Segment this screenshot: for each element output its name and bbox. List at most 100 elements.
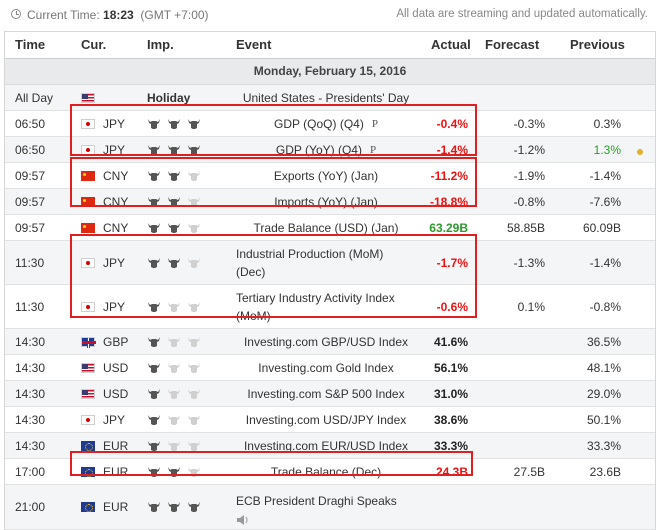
event-title[interactable]: GDP (QoQ) (Q4) [274,116,364,131]
previous-value: 23.6B [589,464,621,479]
bull-icon [167,170,181,182]
event-name[interactable]: United States - Presidents' Day [236,85,416,110]
event-title[interactable]: ECB President Draghi Speaks [236,494,397,508]
table-row[interactable]: 14:30 EUR Investing.com EUR/USD Index 33.3%… [5,433,655,459]
preliminary-tag: P [371,117,378,130]
table-row[interactable]: 11:30 JPY Tertiary Industry Activity Index… [5,285,655,329]
actual-value: -0.4% [436,116,468,131]
currency: JPY [103,116,126,131]
previous-value: 50.1% [586,412,621,427]
flag-cn-icon [81,189,95,214]
table-row[interactable]: All Day Holiday United States - Presidents… [5,85,655,111]
event-time: All Day [15,90,54,105]
event-title[interactable]: Imports (YoY) (Jan) [274,194,378,209]
bull-icon [167,336,181,348]
actual-value: -18.8% [429,194,468,209]
table-row[interactable]: 21:00 EUR ECB President Draghi Speaks [5,485,655,530]
flag-jp-icon [81,407,95,432]
table-row[interactable]: 14:30 USD Investing.com S&P 500 Index 31.0%… [5,381,655,407]
table-row[interactable]: 14:30 JPY Investing.com USD/JPY Index 38.6%… [5,407,655,433]
current-time: Current Time: 18:23 (GMT +7:00) [27,8,209,22]
event-name[interactable]: Tertiary Industry Activity Index (MoM) [236,285,416,328]
bull-icon [187,196,201,208]
event-title[interactable]: Trade Balance (Dec) [270,464,382,479]
col-previous[interactable]: Previous [570,37,625,52]
col-actual[interactable]: Actual [431,37,471,52]
table-row[interactable]: 17:00 EUR Trade Balance (Dec) 24.3B 27.5B 23.… [5,459,655,485]
event-title[interactable]: Tertiary Industry Activity Index (MoM) [236,290,395,323]
event-name[interactable]: Investing.com Gold Index [236,355,416,380]
event-title[interactable]: United States - Presidents' Day [242,90,410,105]
importance-bulls [147,111,207,136]
event-name[interactable]: GDP (QoQ) (Q4) P [236,111,416,136]
event-time: 14:30 [15,334,46,349]
col-currency[interactable]: Cur. [81,37,107,52]
event-name[interactable]: ECB President Draghi Speaks [236,485,416,529]
table-row[interactable]: 09:57 CNY Exports (YoY) (Jan) -11.2% -1.9% -1… [5,163,655,189]
table-row[interactable]: 11:30 JPY Industrial Production (MoM) (Dec… [5,241,655,285]
currency: USD [103,386,129,401]
col-time[interactable]: Time [15,37,46,52]
event-name[interactable]: Investing.com EUR/USD Index [236,433,416,458]
table-row[interactable]: 09:57 CNY Trade Balance (USD) (Jan) 63.29B 5… [5,215,655,241]
event-name[interactable]: Trade Balance (Dec) [236,459,416,484]
currency: GBP [103,334,129,349]
actual-value: 63.29B [429,220,468,235]
event-name[interactable]: Imports (YoY) (Jan) [236,189,416,214]
currency: JPY [103,412,126,427]
table-row[interactable]: 14:30 GBP Investing.com GBP/USD Index 41.6%… [5,329,655,355]
table-row[interactable]: 09:57 CNY Imports (YoY) (Jan) -18.8% -0.8% -7… [5,189,655,215]
col-forecast[interactable]: Forecast [485,37,540,52]
event-title[interactable]: Investing.com USD/JPY Index [245,412,407,427]
flag-jp-icon [81,285,95,328]
currency: EUR [103,500,129,514]
table-header: Time Cur. Imp. Event Actual Forecast Pre… [5,32,655,59]
importance-bulls [147,407,207,432]
table-row[interactable]: 06:50 JPY GDP (QoQ) (Q4) P -0.4% -0.3% 0.3% [5,111,655,137]
event-name[interactable]: GDP (YoY) (Q4) P [236,137,416,162]
bull-icon [147,144,161,156]
event-title[interactable]: Investing.com Gold Index [258,360,394,375]
bull-icon [147,257,161,269]
bull-icon [147,388,161,400]
actual-value: -1.4% [436,142,468,157]
currency: JPY [103,142,126,157]
event-title[interactable]: GDP (YoY) (Q4) [275,142,362,157]
bull-icon [147,440,161,452]
event-title[interactable]: Trade Balance (USD) (Jan) [253,220,399,235]
currency: JPY [103,255,126,270]
event-title[interactable]: Investing.com GBP/USD Index [243,334,409,349]
flag-jp-icon [81,137,95,162]
event-title[interactable]: Investing.com EUR/USD Index [243,438,409,453]
event-title[interactable]: Industrial Production (MoM) (Dec) [236,246,384,279]
table-row[interactable]: 06:50 JPY GDP (YoY) (Q4) P -1.4% -1.2% 1.3% [5,137,655,163]
bull-icon [187,144,201,156]
actual-value: -1.7% [436,255,468,270]
bull-icon [167,388,181,400]
event-time: 14:30 [15,438,46,453]
event-title[interactable]: Exports (YoY) (Jan) [273,168,379,183]
event-name[interactable]: Trade Balance (USD) (Jan) [236,215,416,240]
bull-icon [167,257,181,269]
event-title[interactable]: Investing.com S&P 500 Index [247,386,405,401]
event-name[interactable]: Investing.com S&P 500 Index [236,381,416,406]
bull-icon [167,501,181,513]
bull-icon [187,170,201,182]
bull-icon [147,170,161,182]
bull-icon [147,196,161,208]
event-name[interactable]: Investing.com USD/JPY Index [236,407,416,432]
col-event[interactable]: Event [236,37,272,52]
col-importance[interactable]: Imp. [147,37,174,52]
flag-eu-icon [81,433,95,458]
importance-bulls [147,433,207,458]
previous-value: -1.4% [589,168,621,183]
bull-icon [187,440,201,452]
bull-icon [167,466,181,478]
flag-jp-icon [81,241,95,284]
bull-icon [187,466,201,478]
event-name[interactable]: Industrial Production (MoM) (Dec) [236,241,416,284]
event-name[interactable]: Investing.com GBP/USD Index [236,329,416,354]
previous-value: 48.1% [586,360,621,375]
table-row[interactable]: 14:30 USD Investing.com Gold Index 56.1% 48.… [5,355,655,381]
event-name[interactable]: Exports (YoY) (Jan) [236,163,416,188]
